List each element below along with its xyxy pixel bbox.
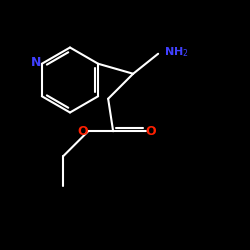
Text: NH$_2$: NH$_2$ [164,46,189,60]
Text: O: O [78,125,88,138]
Text: N: N [30,56,41,69]
Text: O: O [146,125,156,138]
